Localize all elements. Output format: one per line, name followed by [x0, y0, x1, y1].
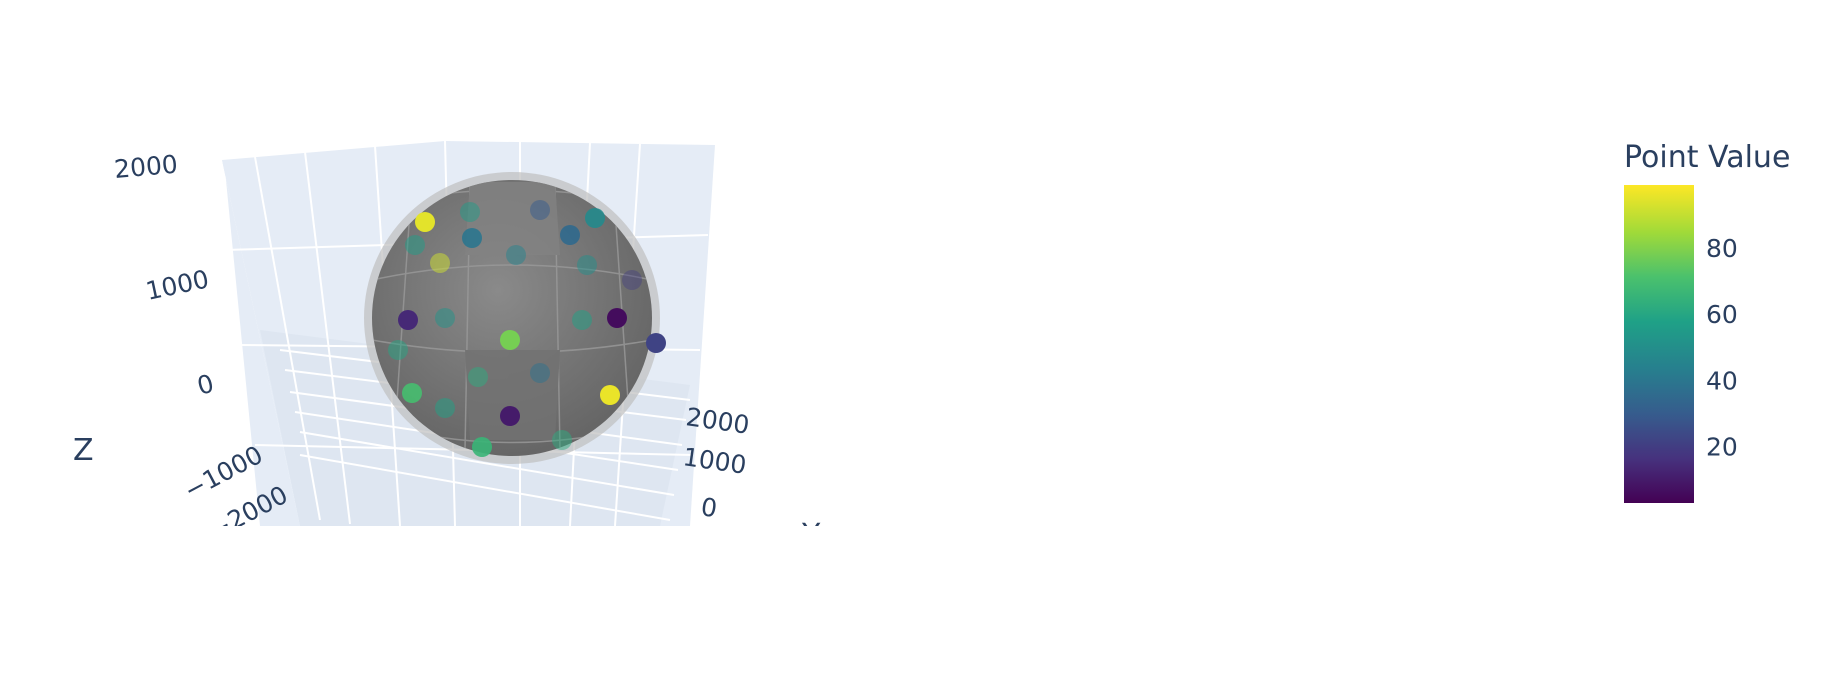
scatter-point — [577, 255, 597, 275]
scene-3d[interactable]: 2000 1000 0 −1000 −2000 Z 2000 1000 0 Y — [73, 140, 821, 553]
colorbar-tick-label: 80 — [1706, 234, 1738, 263]
scatter-point — [572, 310, 592, 330]
scatter-point — [560, 225, 580, 245]
scatter-point — [398, 310, 418, 330]
colorbar-tick-label: 60 — [1706, 300, 1738, 329]
scatter-point — [552, 430, 572, 450]
colorbar-gradient — [1624, 185, 1694, 503]
scatter-point — [435, 398, 455, 418]
z-axis-title: Z — [73, 433, 94, 468]
scatter-point — [506, 245, 526, 265]
z-tick-label: 1000 — [143, 264, 211, 306]
scatter-point — [646, 333, 666, 353]
y-axis-title: Y — [801, 518, 821, 553]
scatter-point — [600, 385, 620, 405]
sphere-facets — [372, 181, 652, 451]
scatter-point — [405, 235, 425, 255]
scatter-point — [607, 308, 627, 328]
scatter-point — [388, 340, 408, 360]
scatter-point — [585, 208, 605, 228]
z-tick-label: 0 — [194, 369, 217, 401]
scatter-point — [500, 330, 520, 350]
scatter-point — [530, 200, 550, 220]
colorbar-ticks: 20 40 60 80 — [1706, 234, 1738, 462]
scatter-point — [468, 367, 488, 387]
scatter-point — [530, 363, 550, 383]
scatter-point — [430, 253, 450, 273]
side-wall-pane — [222, 160, 300, 526]
scatter-point — [622, 270, 642, 290]
colorbar-tick-label: 20 — [1706, 433, 1738, 462]
colorbar-title: Point Value — [1624, 140, 1790, 175]
scatter-point — [435, 308, 455, 328]
colorbar: Point Value 20 40 60 80 — [1624, 140, 1790, 503]
y-axis: 2000 1000 0 Y — [681, 402, 821, 553]
scatter-point — [462, 228, 482, 248]
colorbar-tick-label: 40 — [1706, 366, 1738, 395]
sphere-surface — [372, 180, 652, 456]
z-tick-label: 2000 — [113, 150, 179, 184]
y-tick-label: 0 — [699, 492, 719, 523]
scatter-point — [460, 202, 480, 222]
scatter-markers — [388, 200, 666, 457]
scatter-point — [415, 212, 435, 232]
scatter-point — [402, 383, 422, 403]
scatter-point — [472, 437, 492, 457]
scatter-point — [500, 406, 520, 426]
